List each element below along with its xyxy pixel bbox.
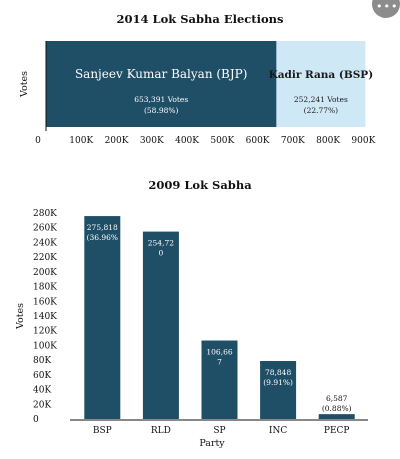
chart1-x-tick-8: 800K bbox=[316, 136, 340, 146]
chart2-data-label-3-b: (9.91%) bbox=[263, 378, 293, 387]
chart2-data-label-1-b: 0 bbox=[159, 249, 164, 258]
chart1-x-tick-1: 100K bbox=[69, 136, 93, 146]
chart2-data-label-2-b: 7 bbox=[217, 358, 222, 367]
chart2-x-tick-4: PECP bbox=[324, 426, 350, 436]
chart2-y-tick-7: 140K bbox=[33, 312, 57, 322]
chart2-y-tick-9: 180K bbox=[33, 283, 57, 293]
chart1-x-tick-5: 500K bbox=[210, 136, 234, 146]
chart2-y-axis-label: Votes bbox=[15, 303, 26, 330]
chart1-x-tick-4: 400K bbox=[175, 136, 199, 146]
chart2-y-tick-1: 20K bbox=[33, 400, 51, 410]
chart2-y-tick-0: 0 bbox=[33, 415, 39, 425]
chart2-y-tick-6: 120K bbox=[33, 327, 57, 337]
chart1-x-tick-0: 0 bbox=[35, 136, 41, 146]
more-options-button[interactable]: ••• bbox=[372, 0, 400, 18]
chart2-x-tick-3: INC bbox=[269, 426, 287, 436]
chart2-y-tick-4: 80K bbox=[33, 356, 51, 366]
chart1-x-tick-7: 700K bbox=[281, 136, 305, 146]
chart1-segment-votes-0: 653,391 Votes bbox=[134, 95, 188, 104]
chart2-bar-4 bbox=[318, 414, 355, 419]
chart2-bar-3 bbox=[260, 360, 297, 419]
chart2-title: 2009 Lok Sabha bbox=[148, 178, 252, 192]
chart2-bar-2 bbox=[201, 340, 238, 419]
chart1-x-tick-9: 900K bbox=[351, 136, 375, 146]
chart1-x-tick-3: 300K bbox=[140, 136, 164, 146]
chart1-segment-0 bbox=[46, 41, 277, 127]
chart2-data-label-3-a: 78,848 bbox=[265, 368, 291, 377]
chart2-y-tick-10: 200K bbox=[33, 268, 57, 278]
chart2-y-tick-11: 220K bbox=[33, 253, 57, 263]
chart2-y-tick-12: 240K bbox=[33, 238, 57, 248]
chart2-data-label-0-b: (36.96% bbox=[87, 233, 119, 242]
chart1-segment-name-0: Sanjeev Kumar Balyan (BJP) bbox=[75, 67, 248, 81]
more-icon: ••• bbox=[376, 0, 399, 13]
chart2-y-tick-3: 60K bbox=[33, 371, 51, 381]
chart1-x-tick-2: 200K bbox=[105, 136, 129, 146]
chart1-segment-name-1: Kadir Rana (BSP) bbox=[269, 69, 374, 81]
chart1-segment-votes-1: 252,241 Votes bbox=[294, 95, 348, 104]
chart2-x-axis-label: Party bbox=[199, 438, 225, 449]
chart2-y-tick-2: 40K bbox=[33, 386, 51, 396]
chart2-y-tick-8: 160K bbox=[33, 297, 57, 307]
chart2-bar-1 bbox=[142, 231, 179, 419]
chart2-bar-0 bbox=[84, 216, 121, 419]
chart2-x-tick-2: SP bbox=[213, 426, 225, 436]
chart1-title: 2014 Lok Sabha Elections bbox=[117, 12, 284, 26]
chart2-data-label-1-a: 254,72 bbox=[148, 239, 174, 248]
chart2-data-label-2-a: 106,66 bbox=[206, 348, 232, 357]
chart2-data-label-4-b: (0.88%) bbox=[322, 404, 352, 413]
chart2-y-tick-5: 100K bbox=[33, 341, 57, 351]
chart1-segment-pct-0: (58.98%) bbox=[144, 106, 179, 115]
chart1-segment-pct-1: (22.77%) bbox=[304, 106, 339, 115]
chart1-y-axis-label: Votes bbox=[19, 71, 30, 98]
chart2-x-tick-1: RLD bbox=[151, 426, 171, 436]
chart2-x-tick-0: BSP bbox=[93, 426, 112, 436]
chart2-data-label-4-a: 6,587 bbox=[326, 394, 348, 403]
chart1-x-tick-6: 600K bbox=[246, 136, 270, 146]
chart2-y-tick-14: 280K bbox=[33, 209, 57, 219]
chart2-data-label-0-a: 275,818 bbox=[87, 223, 118, 232]
chart1-segment-1 bbox=[276, 41, 366, 127]
chart2-y-tick-13: 260K bbox=[33, 224, 57, 234]
